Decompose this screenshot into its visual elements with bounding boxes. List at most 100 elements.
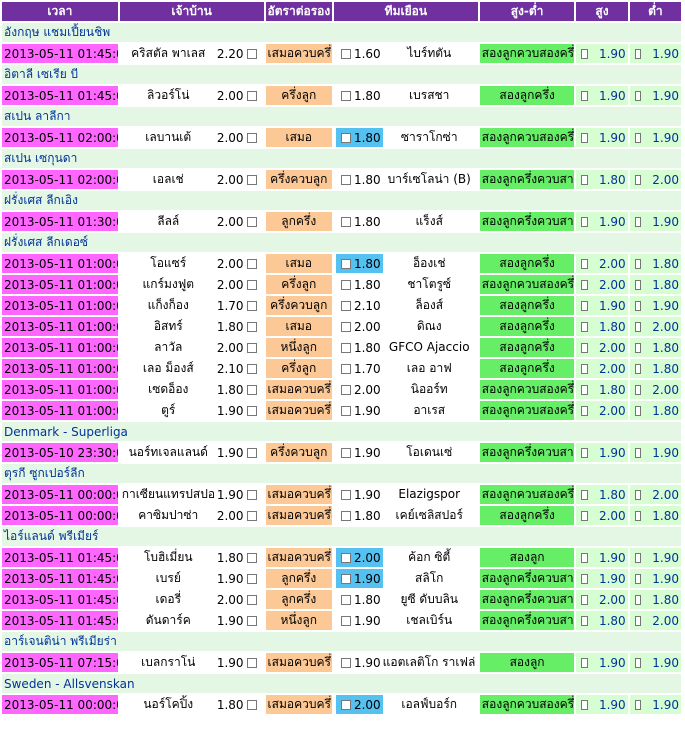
under-bet-checkbox[interactable] [634,363,642,374]
away-team-name[interactable]: ค้อก ซิตี้ [408,550,451,564]
over-bet-checkbox[interactable] [581,447,588,458]
over-bet-checkbox[interactable] [581,90,588,101]
away-bet-checkbox[interactable] [340,573,351,584]
under-bet-checkbox[interactable] [634,384,642,395]
home-bet-checkbox[interactable] [246,132,257,143]
over-bet-checkbox[interactable] [581,132,588,143]
away-team-name[interactable]: ซาราโกซ่า [400,130,458,144]
over-bet-checkbox[interactable] [581,321,588,332]
home-team-name[interactable]: โอแซร์ [150,256,187,270]
home-bet-checkbox[interactable] [246,279,257,290]
away-team-name[interactable]: นิออร์ท [410,382,448,396]
home-bet-checkbox[interactable] [246,510,257,521]
under-bet-checkbox[interactable] [634,489,642,500]
home-bet-checkbox[interactable] [246,657,257,668]
home-bet-checkbox[interactable] [246,300,257,311]
under-bet-checkbox[interactable] [634,216,642,227]
over-bet-checkbox[interactable] [581,384,588,395]
away-team-name[interactable]: บาร์เซโลน่า (B) [387,172,471,186]
under-bet-checkbox[interactable] [634,258,642,269]
away-bet-checkbox[interactable] [340,594,351,605]
home-bet-checkbox[interactable] [246,594,257,605]
under-bet-checkbox[interactable] [634,594,642,605]
home-team-name[interactable]: เดอรี่ [155,592,182,606]
home-bet-checkbox[interactable] [246,342,257,353]
away-team-name[interactable]: GFCO Ajaccio [388,340,470,354]
under-bet-checkbox[interactable] [634,510,642,521]
home-bet-checkbox[interactable] [246,174,257,185]
away-team-name[interactable]: เคย์เซลิสปอร์ [395,508,463,522]
home-bet-checkbox[interactable] [246,573,257,584]
home-team-name[interactable]: คาซิมปาซ่า [138,508,199,522]
away-bet-checkbox[interactable] [340,405,351,416]
home-team-name[interactable]: เซดอ็อง [148,382,189,396]
away-team-name[interactable]: ยูซี ดับบลิน [400,592,459,606]
over-bet-checkbox[interactable] [581,594,588,605]
home-team-name[interactable]: โบฮิเมี่ยน [143,550,193,564]
over-bet-checkbox[interactable] [581,510,588,521]
away-bet-checkbox[interactable] [340,174,351,185]
under-bet-checkbox[interactable] [634,48,642,59]
away-team-name[interactable]: ไบร์ทตัน [407,46,452,60]
away-bet-checkbox[interactable] [340,216,351,227]
home-team-name[interactable]: เลบานเต้ [145,130,192,144]
home-team-name[interactable]: เบรย์ [155,571,181,585]
home-team-name[interactable]: ตูร์ [161,403,176,417]
home-bet-checkbox[interactable] [246,216,257,227]
home-bet-checkbox[interactable] [246,447,257,458]
home-bet-checkbox[interactable] [246,258,257,269]
away-team-name[interactable]: ดิณง [416,319,442,333]
home-team-name[interactable]: กาเซียนแทรปสปอร์ [121,487,215,501]
away-team-name[interactable]: แร็งส์ [415,214,443,228]
home-team-name[interactable]: ลาวัล [154,340,183,354]
away-bet-checkbox[interactable] [340,321,351,332]
away-bet-checkbox[interactable] [340,699,351,710]
under-bet-checkbox[interactable] [634,279,642,290]
home-bet-checkbox[interactable] [246,48,257,59]
away-team-name[interactable]: เชลเบิร์น [406,613,453,627]
under-bet-checkbox[interactable] [634,342,642,353]
over-bet-checkbox[interactable] [581,363,588,374]
over-bet-checkbox[interactable] [581,405,588,416]
away-team-name[interactable]: ชาโตรูซ์ [407,277,452,291]
away-team-name[interactable]: อาเรส [413,403,446,417]
home-team-name[interactable]: อิสทร์ [153,319,183,333]
home-team-name[interactable]: นอร์ทเจลแลนด์ [128,445,208,459]
away-bet-checkbox[interactable] [340,384,351,395]
home-team-name[interactable]: ดันดาร์ค [145,613,191,627]
away-bet-checkbox[interactable] [340,657,351,668]
home-bet-checkbox[interactable] [246,384,257,395]
home-bet-checkbox[interactable] [246,489,257,500]
under-bet-checkbox[interactable] [634,447,642,458]
over-bet-checkbox[interactable] [581,48,588,59]
away-bet-checkbox[interactable] [340,300,351,311]
away-bet-checkbox[interactable] [340,279,351,290]
home-bet-checkbox[interactable] [246,615,257,626]
home-bet-checkbox[interactable] [246,321,257,332]
away-team-name[interactable]: เอลฟ์บอร์ก [401,697,458,711]
over-bet-checkbox[interactable] [581,615,588,626]
away-team-name[interactable]: Elazigspor [398,487,461,501]
away-bet-checkbox[interactable] [340,552,351,563]
away-team-name[interactable]: เบรสชา [409,88,450,102]
under-bet-checkbox[interactable] [634,174,642,185]
over-bet-checkbox[interactable] [581,342,588,353]
under-bet-checkbox[interactable] [634,699,642,710]
home-team-name[interactable]: เบลกราโน่ [141,655,196,669]
home-team-name[interactable]: ลีลล์ [157,214,180,228]
home-team-name[interactable]: นอร์โคปิ้ง [143,697,194,711]
home-team-name[interactable]: คริสตัล พาเลส [131,46,206,60]
away-bet-checkbox[interactable] [340,363,351,374]
away-bet-checkbox[interactable] [340,48,351,59]
home-team-name[interactable]: เอลเช่ [152,172,184,186]
away-team-name[interactable]: โอเดนเซ่ [406,445,453,459]
home-bet-checkbox[interactable] [246,699,257,710]
home-bet-checkbox[interactable] [246,90,257,101]
home-team-name[interactable]: แก็งก็อง [147,298,189,312]
under-bet-checkbox[interactable] [634,657,642,668]
home-team-name[interactable]: ลิวอร์โน่ [147,88,190,102]
under-bet-checkbox[interactable] [634,573,642,584]
away-team-name[interactable]: แอตเลติโก ราเฟล่า [382,655,476,669]
over-bet-checkbox[interactable] [581,279,588,290]
away-bet-checkbox[interactable] [340,615,351,626]
